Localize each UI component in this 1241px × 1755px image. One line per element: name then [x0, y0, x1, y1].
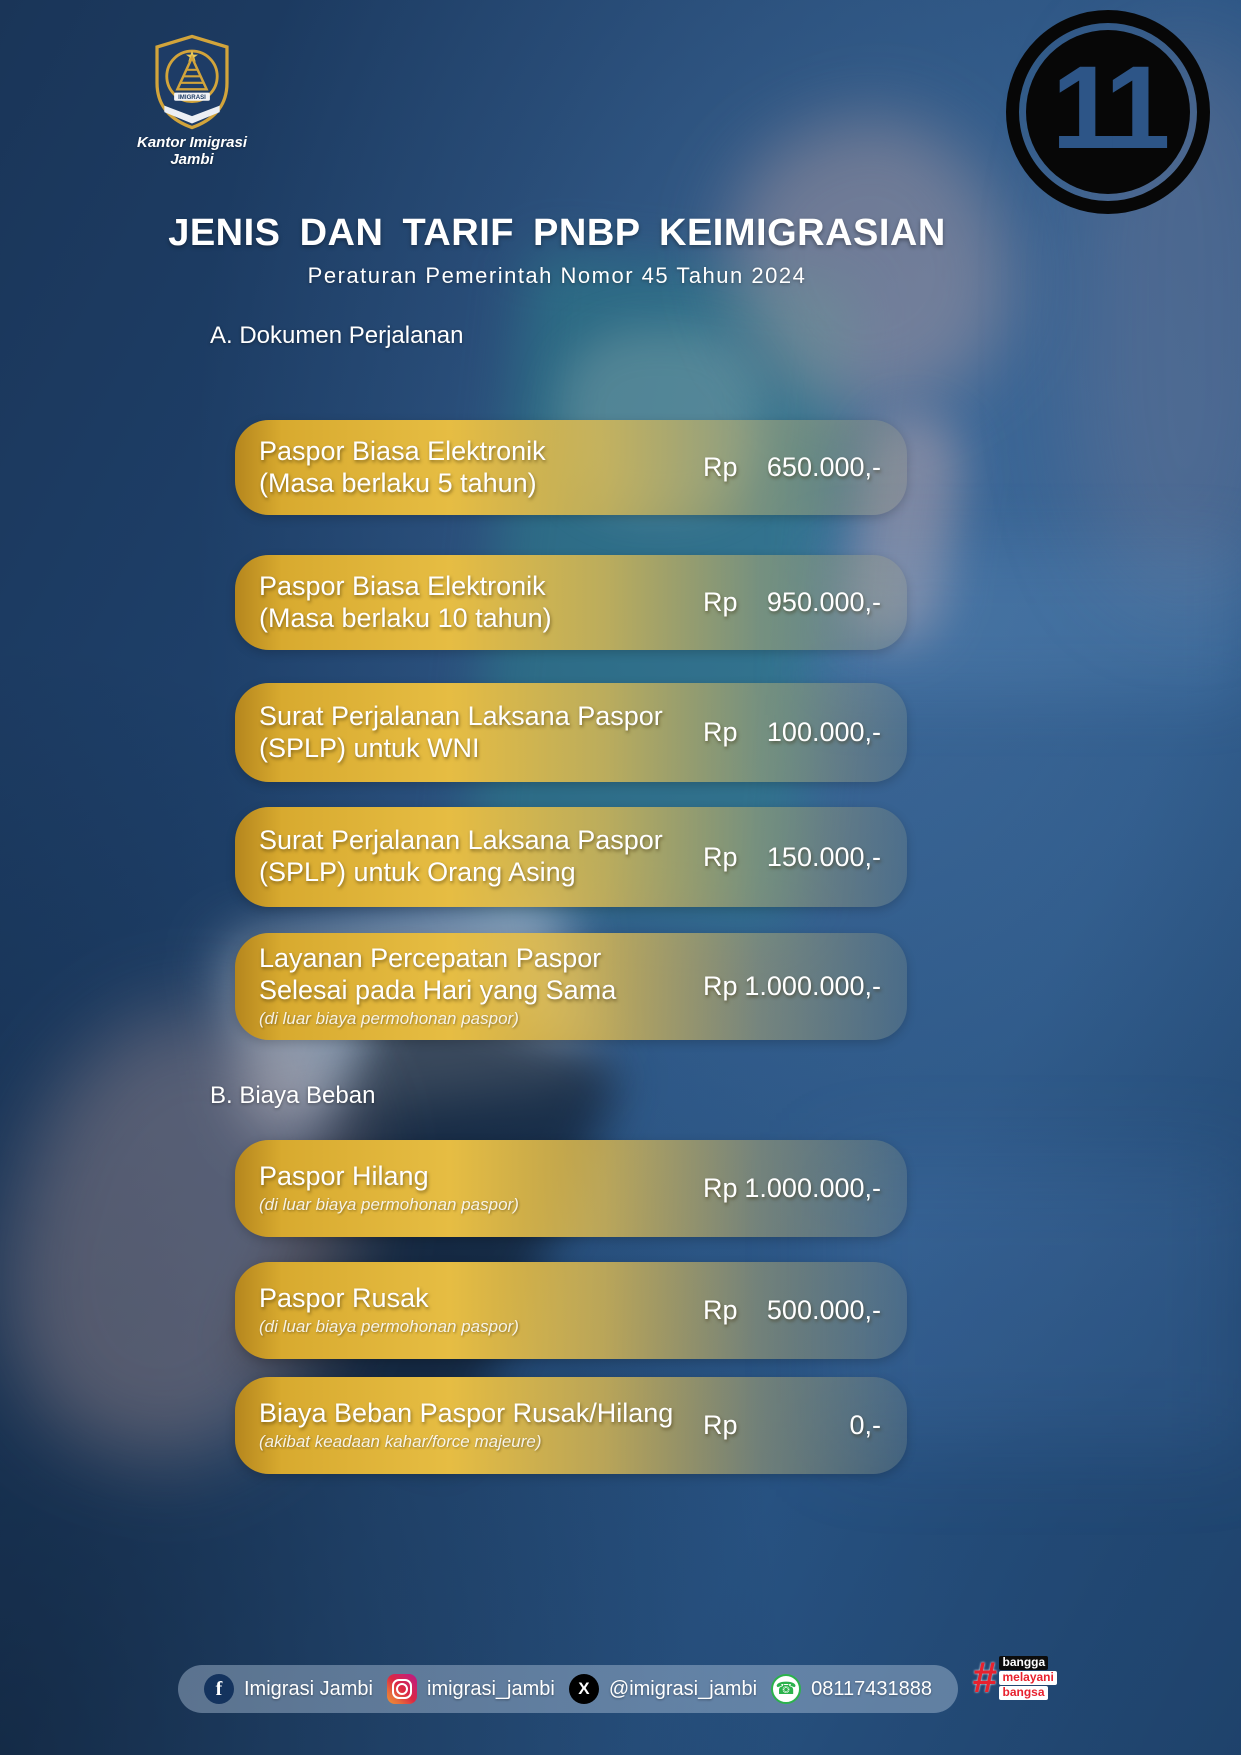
amount-value: 1.000.000,- — [744, 1173, 881, 1203]
tariff-item-title-line2: (SPLP) untuk Orang Asing — [259, 857, 576, 887]
tariff-item-title: Surat Perjalanan Laksana Paspor — [259, 700, 663, 731]
social-item-facebook: f Imigrasi Jambi — [204, 1674, 373, 1704]
tariff-row-paspor-5tahun: Paspor Biasa Elektronik (Masa berlaku 5 … — [235, 420, 907, 515]
currency-label: Rp — [703, 841, 738, 872]
page-number: 11 — [1051, 42, 1171, 174]
brand-word-bangga: bangga — [999, 1655, 1049, 1671]
tariff-item-note: (di luar biaya permohonan paspor) — [259, 1195, 519, 1215]
office-name-line2: Jambi — [170, 151, 214, 169]
facebook-icon: f — [204, 1674, 234, 1704]
x-glyph: X — [578, 1679, 590, 1698]
tariff-row-layanan-percepatan: Layanan Percepatan Paspor Selesai pada H… — [235, 933, 907, 1040]
office-logo: IMIGRASI Kantor Imigrasi Jambi — [112, 34, 272, 169]
tariff-item-title: Paspor Hilang — [259, 1161, 429, 1192]
page-number-badge: 11 — [1006, 10, 1210, 214]
social-footer-bar: f Imigrasi Jambi imigrasi_jambi X @imigr… — [178, 1665, 958, 1713]
tariff-item-title: Paspor Rusak — [259, 1283, 429, 1314]
whatsapp-glyph: ☎ — [775, 1679, 797, 1698]
social-item-x: X @imigrasi_jambi — [568, 1674, 758, 1704]
tariff-item-title-line2: (Masa berlaku 10 tahun) — [259, 602, 552, 633]
amount-value: 650.000,- — [766, 452, 881, 482]
tariff-item-title: Paspor Biasa Elektronik — [259, 435, 546, 466]
currency-label: Rp — [703, 1410, 738, 1440]
brand-word-melayani: melayani — [999, 1670, 1057, 1685]
facebook-glyph: f — [215, 1677, 223, 1700]
amount-value: 1.000.000,- — [744, 971, 881, 1001]
page-title: JENIS DAN TARIF PNBP KEIMIGRASIAN — [168, 212, 946, 254]
tariff-item-title-line2: (SPLP) untuk WNI — [259, 732, 480, 763]
tariff-item-title: Surat Perjalanan Laksana Paspor — [259, 825, 663, 856]
x-icon: X — [568, 1674, 599, 1704]
tariff-item-title: Paspor Biasa Elektronik — [259, 570, 546, 601]
immigration-shield-icon: IMIGRASI — [155, 34, 229, 130]
shield-banner-text: IMIGRASI — [178, 94, 206, 101]
page-number-disc: 11 — [1026, 30, 1190, 194]
tariff-row-paspor-rusak: Paspor Rusak (di luar biaya permohonan p… — [235, 1262, 907, 1359]
amount-value: 500.000,- — [766, 1295, 881, 1325]
bangga-melayani-bangsa-logo: # bangga melayani bangsa — [972, 1653, 1057, 1702]
tariff-row-splp-wni: Surat Perjalanan Laksana Paspor (SPLP) u… — [235, 683, 907, 782]
tariff-item-title: Layanan Percepatan Paspor — [259, 943, 602, 974]
brand-word-bangsa: bangsa — [999, 1685, 1048, 1700]
amount-value: 150.000,- — [766, 841, 881, 872]
office-name-line1: Kantor Imigrasi — [136, 134, 248, 151]
tariff-row-paspor-hilang: Paspor Hilang (di luar biaya permohonan … — [235, 1140, 907, 1237]
whatsapp-icon: ☎ — [771, 1674, 802, 1704]
page-subtitle: Peraturan Pemerintah Nomor 45 Tahun 2024 — [307, 263, 807, 288]
amount-value: 100.000,- — [766, 717, 881, 747]
currency-label: Rp — [703, 1173, 738, 1203]
currency-label: Rp — [703, 1295, 738, 1325]
amount-value: 950.000,- — [766, 587, 881, 617]
tariff-item-title-line2: Selesai pada Hari yang Sama — [259, 975, 617, 1006]
facebook-handle: Imigrasi Jambi — [244, 1677, 373, 1700]
x-handle: @imigrasi_jambi — [608, 1677, 758, 1700]
amount-value: 0,- — [849, 1410, 881, 1440]
tariff-item-note: (di luar biaya permohonan paspor) — [259, 1317, 519, 1337]
social-item-instagram: imigrasi_jambi — [387, 1674, 555, 1704]
instagram-handle: imigrasi_jambi — [427, 1677, 555, 1700]
currency-label: Rp — [703, 452, 738, 482]
tariff-item-note: (di luar biaya permohonan paspor) — [259, 1009, 519, 1029]
currency-label: Rp — [703, 587, 738, 617]
whatsapp-number: 08117431888 — [811, 1677, 932, 1700]
section-a-heading: A. Dokumen Perjalanan — [210, 322, 464, 349]
currency-label: Rp — [703, 717, 738, 747]
tariff-row-biaya-beban: Biaya Beban Paspor Rusak/Hilang (akibat … — [235, 1377, 907, 1474]
tariff-row-paspor-10tahun: Paspor Biasa Elektronik (Masa berlaku 10… — [235, 555, 907, 650]
social-item-whatsapp: ☎ 08117431888 — [771, 1674, 932, 1704]
tariff-row-splp-orang-asing: Surat Perjalanan Laksana Paspor (SPLP) u… — [235, 807, 907, 907]
tariff-item-title-line2: (Masa berlaku 5 tahun) — [259, 467, 537, 498]
hashtag-icon: # — [972, 1653, 997, 1702]
tariff-item-title: Biaya Beban Paspor Rusak/Hilang — [259, 1398, 674, 1429]
instagram-icon — [387, 1674, 417, 1704]
currency-label: Rp — [703, 971, 738, 1001]
section-b-heading: B. Biaya Beban — [210, 1082, 376, 1109]
tariff-item-note: (akibat keadaan kahar/force majeure) — [259, 1432, 542, 1452]
